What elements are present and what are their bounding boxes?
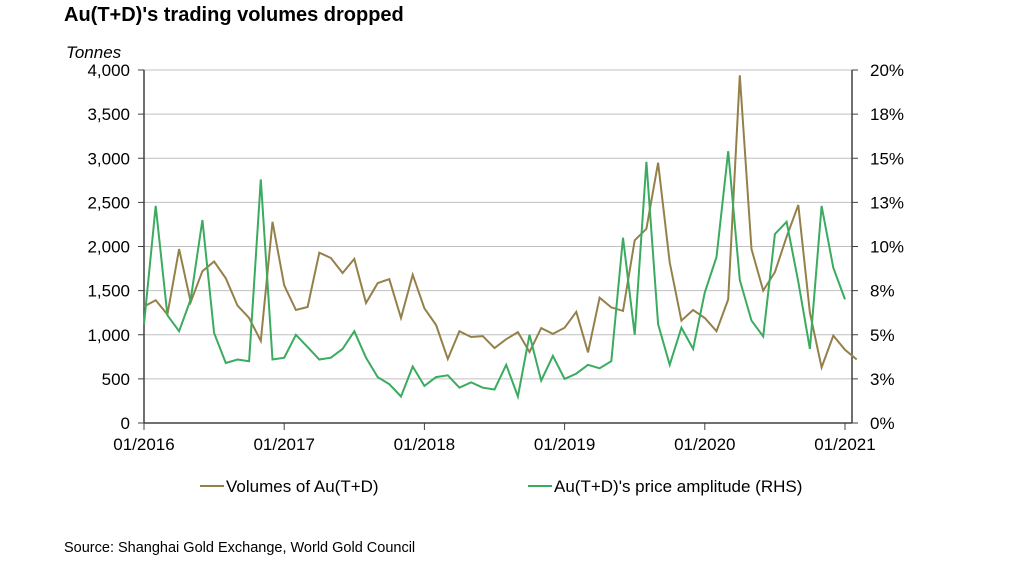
right-tick-label: 3% xyxy=(870,370,895,389)
left-tick-label: 2,500 xyxy=(87,193,130,212)
x-tick-label: 01/2018 xyxy=(394,435,455,454)
right-tick-label: 13% xyxy=(870,193,904,212)
legend-label: Volumes of Au(T+D) xyxy=(226,477,379,496)
x-tick-label: 01/2020 xyxy=(674,435,735,454)
gridlines xyxy=(144,69,852,380)
x-tick-label: 01/2019 xyxy=(534,435,595,454)
left-tick-label: 1,000 xyxy=(87,326,130,345)
left-tick-label: 4,000 xyxy=(87,61,130,80)
left-tick-label: 500 xyxy=(102,370,130,389)
right-tick-label: 10% xyxy=(870,238,904,257)
legend: Volumes of Au(T+D) Au(T+D)'s price amplit… xyxy=(200,477,802,496)
x-tick-label: 01/2016 xyxy=(113,435,174,454)
series-lines xyxy=(143,75,858,401)
right-tick-label: 5% xyxy=(870,326,895,345)
left-tick-label: 1,500 xyxy=(87,282,130,301)
series-line-price-amplitude xyxy=(143,151,846,401)
axes xyxy=(138,69,858,430)
right-tick-label: 20% xyxy=(870,61,904,80)
left-tick-label: 2,000 xyxy=(87,238,130,257)
tick-labels: 0 500 1,000 1,500 2,000 2,500 3,000 3,500 4,000 0… xyxy=(87,61,904,454)
x-tick-label: 01/2021 xyxy=(814,435,875,454)
right-tick-label: 8% xyxy=(870,282,895,301)
left-tick-label: 0 xyxy=(121,414,130,433)
left-tick-label: 3,500 xyxy=(87,105,130,124)
chart-title: Au(T+D)'s trading volumes dropped xyxy=(64,4,404,26)
right-tick-label: 0% xyxy=(870,414,895,433)
right-tick-label: 15% xyxy=(870,149,904,168)
source-note: Source: Shanghai Gold Exchange, World Go… xyxy=(64,540,416,556)
x-tick-label: 01/2017 xyxy=(253,435,314,454)
series-line-volumes xyxy=(143,75,858,371)
legend-label: Au(T+D)'s price amplitude (RHS) xyxy=(554,477,802,496)
right-tick-label: 18% xyxy=(870,105,904,124)
y-axis-unit-label: Tonnes xyxy=(66,43,122,62)
left-tick-label: 3,000 xyxy=(87,149,130,168)
